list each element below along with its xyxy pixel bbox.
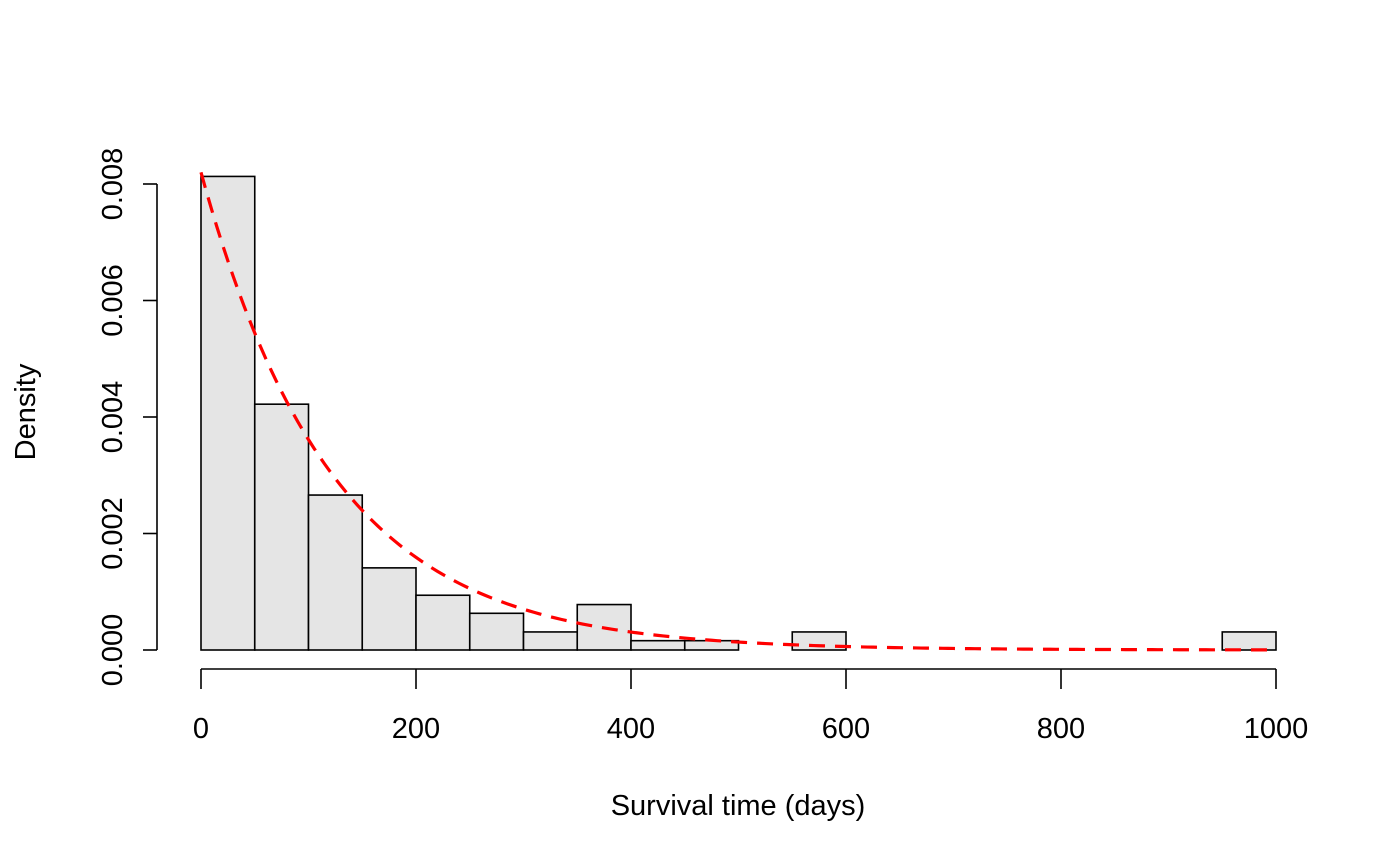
histogram-bar xyxy=(791,631,847,651)
y-tick-label: 0.004 xyxy=(97,381,129,454)
histogram-bar xyxy=(630,639,686,651)
density-curve xyxy=(199,171,1277,652)
histogram-bar xyxy=(415,594,471,651)
histogram-bar xyxy=(1221,631,1277,651)
histogram-bar xyxy=(253,403,310,651)
x-tick-label: 600 xyxy=(822,713,870,745)
x-axis: 0 200 400 600 800 1000 xyxy=(193,668,1309,745)
y-axis: 0.000 0.002 0.004 0.006 0.008 xyxy=(97,148,158,687)
x-tick-label: 200 xyxy=(392,713,440,745)
histogram-bars xyxy=(200,175,1277,651)
histogram-bar xyxy=(468,612,525,651)
y-axis-title: Density xyxy=(10,363,42,460)
y-tick-label: 0.000 xyxy=(97,614,129,687)
histogram-bar xyxy=(522,631,579,651)
histogram-bar xyxy=(307,494,364,651)
y-tick-label: 0.002 xyxy=(97,497,129,570)
y-tick-label: 0.006 xyxy=(97,264,129,337)
y-tick-label: 0.008 xyxy=(97,148,129,221)
histogram-bar xyxy=(200,175,256,651)
histogram-bar xyxy=(683,639,740,651)
x-tick-label: 400 xyxy=(607,713,655,745)
x-tick-label: 1000 xyxy=(1244,713,1309,745)
histogram-bar xyxy=(361,567,417,651)
x-tick-label: 0 xyxy=(193,713,209,745)
x-tick-label: 800 xyxy=(1037,713,1085,745)
x-axis-title: Survival time (days) xyxy=(611,790,866,822)
